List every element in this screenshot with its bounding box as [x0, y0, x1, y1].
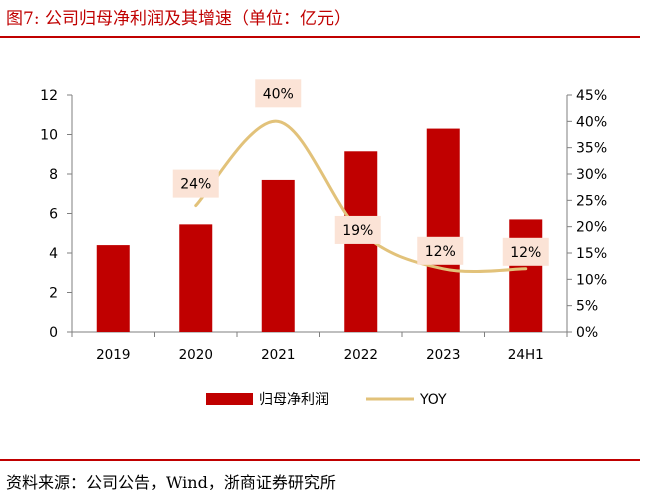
- x-tick-label: 2020: [179, 347, 213, 363]
- x-tick-label: 24H1: [508, 347, 544, 363]
- left-tick-label: 10: [40, 128, 58, 144]
- left-tick-label: 6: [49, 207, 58, 223]
- yoy-label-bg: [334, 215, 381, 244]
- bar-2020: [179, 224, 213, 332]
- yoy-data-label: 40%: [263, 86, 294, 102]
- top-rule: [0, 36, 640, 38]
- left-tick-label: 0: [49, 325, 58, 341]
- yoy-label-bg: [417, 236, 464, 265]
- yoy-label-bg: [255, 79, 302, 108]
- figure-title: 图7: 公司归母净利润及其增速（单位：亿元）: [6, 9, 351, 29]
- x-tick-label: 2019: [96, 347, 130, 363]
- legend-bar-swatch: [206, 393, 253, 405]
- source-note: 资料来源：公司公告，Wind，浙商证券研究所: [6, 473, 336, 492]
- left-tick-label: 12: [40, 88, 58, 104]
- yoy-data-label: 24%: [180, 177, 211, 193]
- left-tick-label: 4: [49, 246, 58, 262]
- yoy-data-label: 12%: [510, 245, 541, 261]
- x-tick-label: 2023: [426, 347, 460, 363]
- right-tick-label: 25%: [576, 193, 607, 209]
- legend-layer: 归母净利润 YOY: [206, 391, 447, 408]
- bar-24H1: [509, 219, 543, 332]
- right-tick-label: 5%: [576, 299, 598, 315]
- left-tick-label: 8: [49, 167, 58, 183]
- right-tick-label: 35%: [576, 141, 607, 157]
- bar-2021: [261, 179, 295, 332]
- bar-2023: [426, 128, 460, 332]
- legend-bar-label: 归母净利润: [259, 391, 329, 408]
- right-tick-label: 45%: [576, 88, 607, 104]
- right-tick-label: 0%: [576, 325, 598, 341]
- bars-layer: [96, 128, 543, 332]
- yoy-label-bg: [172, 169, 219, 198]
- legend-line-label: YOY: [419, 392, 447, 408]
- labels-layer: 24% 40% 19% 12% 12%: [172, 79, 549, 266]
- right-tick-label: 10%: [576, 272, 607, 288]
- right-tick-label: 20%: [576, 220, 607, 236]
- right-tick-label: 40%: [576, 114, 607, 130]
- right-tick-label: 30%: [576, 167, 607, 183]
- right-tick-label: 15%: [576, 246, 607, 262]
- axes-layer: 0 2 4 6 8 10 12 0% 5% 10% 15% 20% 25% 30% 35% 40% 45% 201…: [40, 88, 607, 363]
- yoy-data-label: 19%: [342, 223, 373, 239]
- bottom-rule: [0, 459, 640, 461]
- yoy-data-label: 12%: [425, 244, 456, 260]
- left-tick-label: 2: [49, 286, 58, 302]
- x-tick-label: 2022: [344, 347, 378, 363]
- bar-2019: [96, 245, 130, 332]
- x-tick-label: 2021: [261, 347, 295, 363]
- yoy-label-bg: [502, 237, 549, 266]
